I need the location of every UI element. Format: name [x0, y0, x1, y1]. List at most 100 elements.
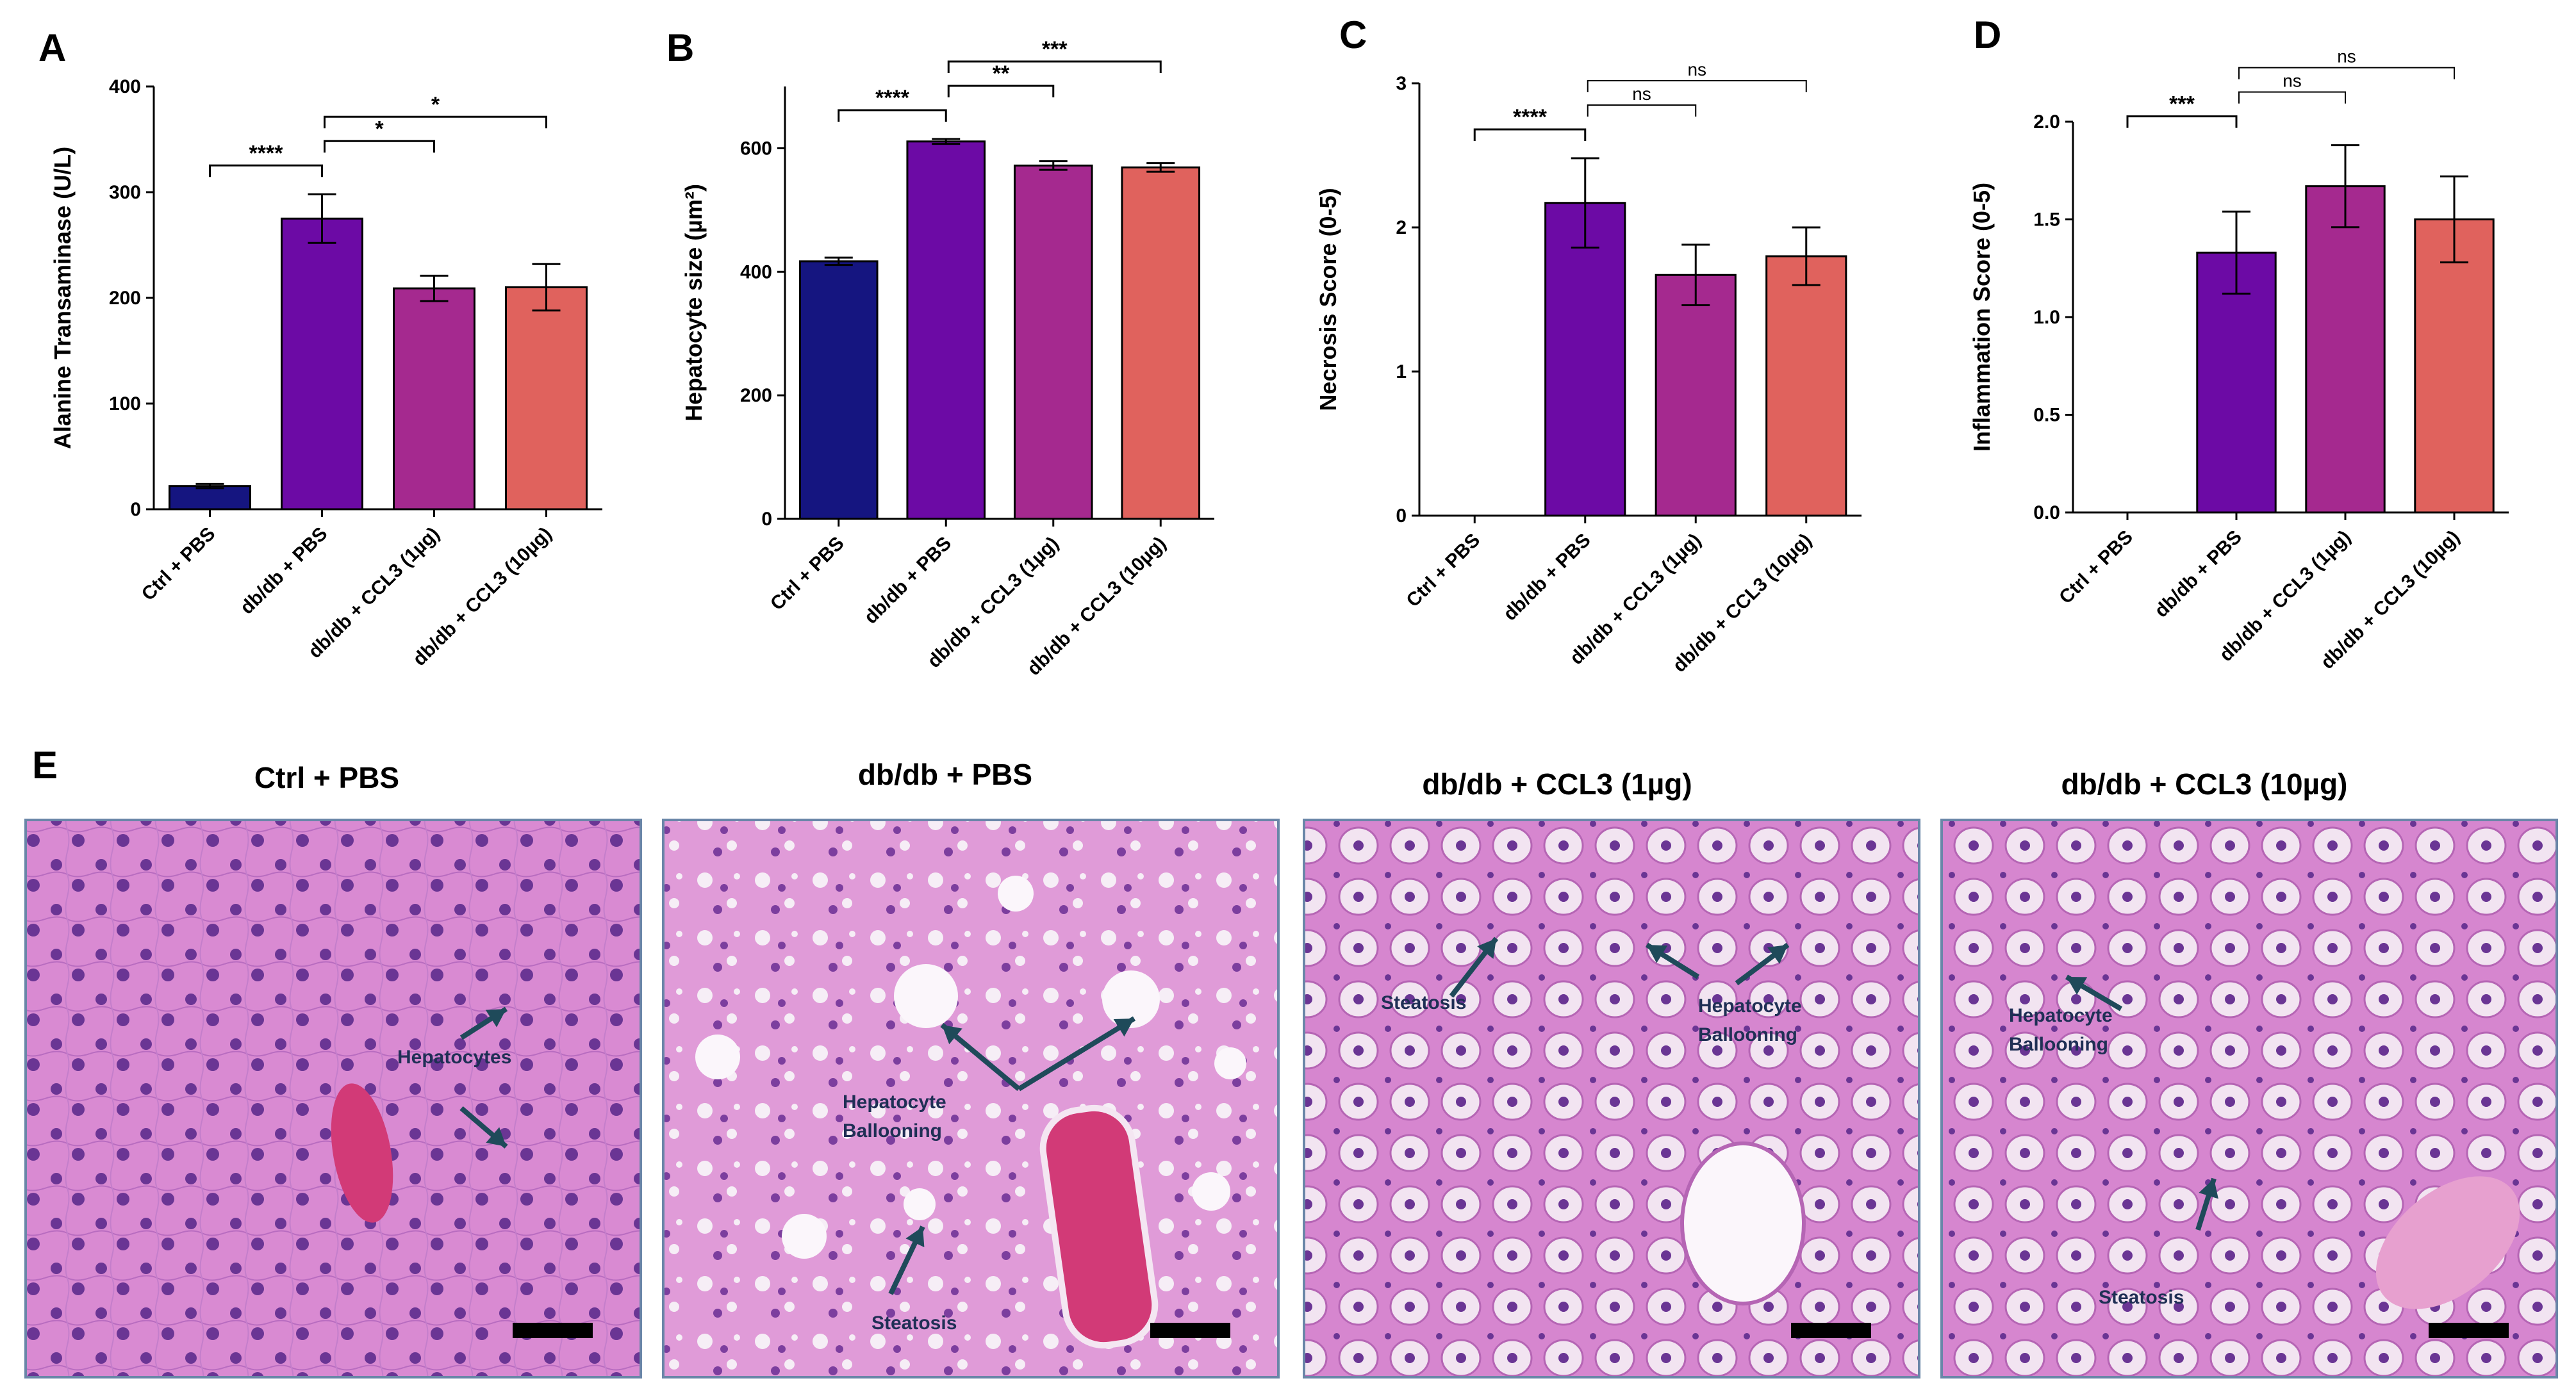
bar — [505, 286, 588, 511]
histology-panels: E Ctrl + PBS Hepatocytes db/db + PBS Hepatoc… — [24, 744, 2558, 1379]
bar — [2196, 251, 2277, 514]
arrow-head — [486, 1127, 506, 1147]
bar — [393, 287, 475, 511]
y-tick-label: 100 — [109, 393, 141, 414]
annotation-label: Hepatocyte — [843, 1092, 946, 1113]
lipid-vacuole — [1214, 1047, 1246, 1079]
y-tick-label: 200 — [740, 385, 772, 406]
annotation-label: Ballooning — [2009, 1034, 2108, 1055]
scale-bar — [2429, 1323, 2509, 1338]
y-tick-label: 0.5 — [2033, 405, 2060, 426]
bar — [169, 485, 251, 511]
significance-bracket — [838, 109, 947, 122]
lipid-vacuole — [904, 1188, 936, 1220]
histology-panel: db/db + CCL3 (1µg)Steatosis HepatocyteBal… — [1303, 767, 1920, 1379]
panel-letter: C — [1339, 13, 1367, 56]
histology-title: db/db + PBS — [858, 758, 1032, 791]
y-tick-label: 1 — [1396, 361, 1407, 382]
significance-label: **** — [875, 86, 910, 110]
significance-label: ns — [2337, 47, 2356, 67]
bar — [1013, 164, 1093, 520]
x-tick-label: Ctrl + PBS — [766, 533, 848, 615]
significance-bracket — [324, 140, 435, 153]
bar-charts: A 0 100 200 300 400 Alanine Transaminase (U/L)… — [38, 13, 2509, 680]
x-tick-label: db/db + PBS — [2151, 527, 2246, 622]
histology-title: Ctrl + PBS — [254, 761, 399, 794]
chart-panel-c: C 0 1 2 3 Necrosis Score (0-5) Ctrl + PBS db/db… — [1315, 13, 1862, 676]
arrow-head — [1477, 938, 1496, 959]
chart-panel-d: D 0.0 0.5 1.0 1.5 2.0 Inflammation Score (0-5)… — [1969, 13, 2509, 673]
y-tick-label: 0.0 — [2033, 502, 2060, 523]
annotation-label: Steatosis — [871, 1313, 957, 1334]
significance-label: ** — [993, 61, 1010, 86]
chart-panel-a: A 0 100 200 300 400 Alanine Transaminase (U/L)… — [38, 26, 602, 670]
significance-bracket — [2238, 67, 2455, 79]
significance-label: *** — [1042, 37, 1068, 61]
bar — [1544, 202, 1626, 517]
lipid-vacuole — [695, 1035, 740, 1079]
significance-bracket — [209, 164, 323, 177]
significance-label: * — [375, 117, 384, 141]
significance-bracket — [947, 60, 1162, 73]
arrow-head — [485, 1009, 506, 1027]
chart-panel-b: B 0 200 400 600 Hepatocyte size (µm²) Ctrl + P… — [666, 26, 1214, 680]
scale-bar — [1791, 1323, 1871, 1338]
arrow-head — [1113, 1019, 1134, 1037]
scale-bar — [513, 1323, 593, 1338]
x-tick-label: db/db + PBS — [236, 523, 332, 619]
arrow-shaft — [1017, 1016, 1136, 1092]
panel-letter: A — [38, 26, 66, 69]
significance-bracket — [2126, 115, 2238, 128]
y-tick-label: 300 — [109, 182, 141, 203]
y-axis-label: Inflammation Score (0-5) — [1969, 183, 1995, 452]
annotation-label: Hepatocyte — [1698, 995, 1802, 1017]
lipid-vacuole — [894, 964, 958, 1028]
y-axis-label: Hepatocyte size (µm²) — [681, 184, 707, 421]
lipid-vacuole — [998, 876, 1034, 912]
y-tick-label: 400 — [109, 76, 141, 97]
x-tick-label: Ctrl + PBS — [2055, 527, 2137, 609]
arrow-head — [942, 1025, 962, 1045]
vessel — [1680, 1141, 1806, 1305]
y-tick-label: 0 — [1396, 505, 1407, 527]
x-tick-label: db/db + PBS — [1499, 530, 1595, 625]
histology-title: db/db + CCL3 (10µg) — [2061, 767, 2348, 801]
y-tick-label: 1.0 — [2033, 307, 2060, 328]
y-tick-label: 2 — [1396, 217, 1407, 238]
bar — [906, 140, 986, 520]
arrow-head — [1767, 945, 1788, 964]
significance-bracket — [1587, 80, 1807, 92]
micrograph-image — [662, 819, 1280, 1379]
bar — [281, 217, 363, 511]
y-axis-label: Alanine Transaminase (U/L) — [49, 147, 76, 449]
annotation-label: Steatosis — [2099, 1287, 2184, 1308]
bar — [2305, 185, 2386, 514]
annotation-label: Ballooning — [843, 1120, 942, 1141]
bar — [2414, 218, 2495, 514]
x-tick-label: Ctrl + PBS — [138, 523, 220, 605]
histology-panel: db/db + CCL3 (10µg) Hepatocyte Ballooning S… — [1940, 767, 2558, 1379]
panel-letter: E — [32, 744, 58, 787]
annotation-label: Hepatocyte — [2009, 1005, 2113, 1026]
y-tick-label: 0 — [761, 509, 772, 530]
vessel — [331, 1083, 393, 1223]
significance-bracket — [2238, 91, 2346, 104]
lipid-vacuole — [782, 1214, 827, 1259]
micrograph-image — [1303, 819, 1920, 1379]
arrow-head — [2067, 977, 2088, 995]
significance-bracket — [324, 115, 547, 129]
panel-letter: B — [666, 26, 694, 69]
significance-label: ns — [2283, 71, 2302, 91]
annotation-label: Ballooning — [1698, 1024, 1797, 1045]
significance-label: ns — [1632, 84, 1651, 104]
significance-label: **** — [1513, 105, 1548, 129]
significance-bracket — [947, 85, 1055, 97]
y-tick-label: 200 — [109, 288, 141, 309]
arrow-head — [2199, 1179, 2218, 1199]
x-tick-label: Ctrl + PBS — [1403, 530, 1485, 612]
bar — [1121, 166, 1201, 520]
y-tick-label: 1.5 — [2033, 209, 2060, 231]
y-tick-label: 600 — [740, 138, 772, 159]
histology-panel: Ctrl + PBS Hepatocytes — [24, 761, 642, 1379]
